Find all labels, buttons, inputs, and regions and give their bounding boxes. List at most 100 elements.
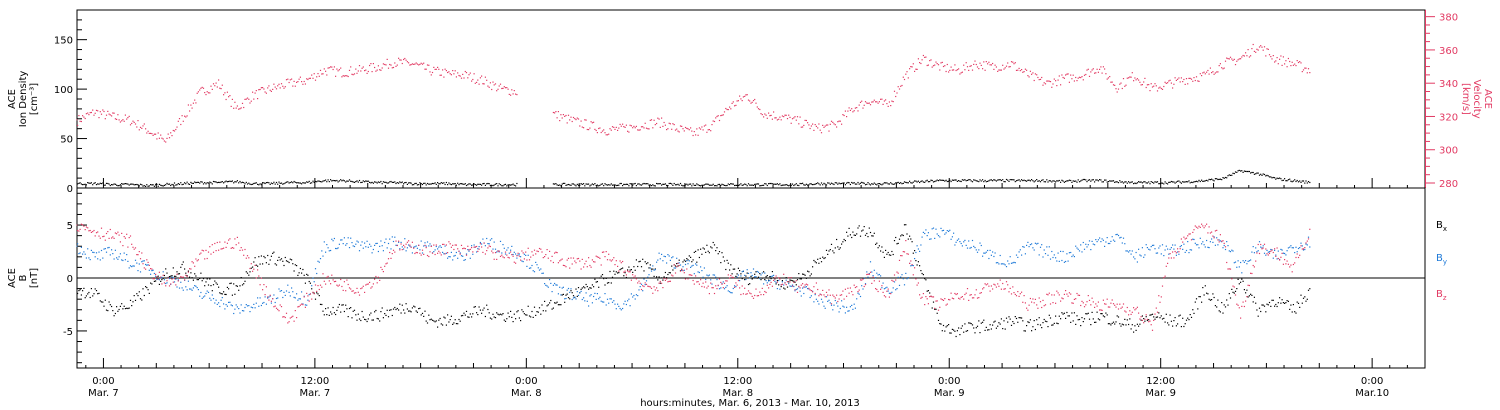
bx-point [672,269,674,271]
bz-point [1062,298,1064,300]
density-point [323,180,325,182]
bx-point [142,288,144,290]
density-point [199,182,201,184]
bz-point [798,285,800,287]
velocity-point [254,92,256,94]
bz-point [1173,257,1175,259]
bx-point [100,301,103,303]
bz-point [158,271,160,273]
velocity-point [405,59,407,61]
bz-point [1039,301,1042,303]
by-point [1150,246,1152,248]
density-point [732,183,734,185]
by-point [532,270,534,272]
legend-by: By [1436,253,1447,266]
density-point [1180,182,1182,184]
bx-point [396,307,398,310]
velocity-point [727,109,729,111]
bx-point [570,290,572,292]
bx-point [210,285,212,287]
velocity-point [1052,83,1054,85]
by-point [1164,249,1166,251]
velocity-point [932,65,935,67]
density-point [1305,180,1307,182]
by-point [1189,249,1191,251]
bx-point [1263,305,1266,307]
bz-point [1129,310,1131,312]
bx-point [941,330,943,332]
bz-point [133,248,135,250]
velocity-point [194,99,196,101]
by-point [306,304,308,306]
bz-point [711,287,713,289]
bx-point [968,322,970,324]
density-point [1067,180,1069,182]
velocity-point [1203,71,1205,73]
density-point [971,181,974,183]
density-point [877,183,879,185]
density-point [265,182,267,184]
density-point [652,184,654,186]
bx-point [784,288,786,290]
velocity-point [1096,68,1098,70]
velocity-point [360,70,362,72]
velocity-point [163,140,165,142]
velocity-point [98,117,100,119]
density-point [653,185,655,187]
density-point [898,182,901,184]
bx-point [551,308,553,310]
velocity-point [113,112,115,114]
density-point [1243,170,1245,172]
by-point [681,269,683,271]
by-point [484,245,486,247]
bx-point [175,275,177,277]
bx-point [97,293,99,295]
bz-point [622,260,624,263]
by-point [413,246,415,248]
by-point [836,302,838,304]
density-point [1295,180,1297,183]
density-point [686,183,688,185]
density-point [1095,179,1097,181]
by-point [253,303,255,305]
bz-point [935,300,937,302]
bx-point [1260,310,1262,313]
density-point [749,184,751,186]
bx-point [465,310,468,312]
velocity-point [1036,74,1038,76]
bz-point [883,295,885,297]
bx-point [1228,293,1230,295]
bz-point [1099,309,1101,311]
velocity-point [220,88,222,90]
by-point [1168,253,1170,255]
density-point [820,182,823,184]
bz-point [619,260,621,262]
bz-point [916,284,918,286]
bx-point [734,268,736,270]
bz-point [903,251,906,253]
by-point [313,281,315,283]
bz-point [1141,319,1143,321]
velocity-point [172,129,174,132]
bz-point [520,259,522,261]
density-point [1029,180,1031,182]
density-point [1062,180,1064,182]
by-point [244,306,246,309]
by-point [723,288,726,290]
by-point [925,229,927,231]
velocity-point [449,73,451,75]
velocity-point [915,68,917,70]
velocity-point [244,98,246,100]
velocity-point [1080,77,1082,79]
bz-point [1031,301,1033,303]
density-point [316,181,318,183]
by-point [345,244,347,246]
bz-point [234,238,236,240]
bz-point [375,275,377,278]
bx-point [437,326,439,328]
by-point [914,258,916,260]
velocity-point [896,92,898,94]
by-point [978,249,980,251]
bx-point [220,293,222,295]
velocity-point [139,126,142,128]
